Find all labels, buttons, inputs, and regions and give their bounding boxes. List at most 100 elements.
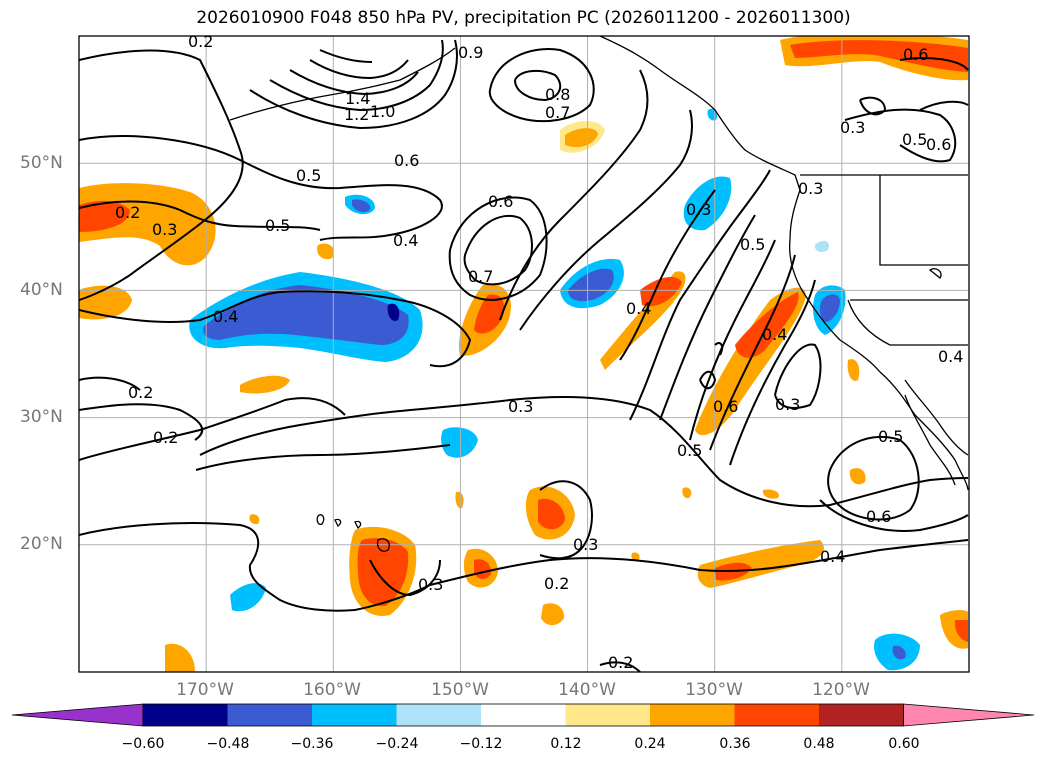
pos-anomaly-area [240, 375, 290, 394]
contour-label: 0.4 [820, 547, 845, 566]
neg-anomaly-area [814, 240, 829, 253]
contour-label: 1.4 [345, 89, 370, 108]
colorbar-segment [227, 704, 313, 726]
contour-label: 0.3 [798, 179, 823, 198]
pos-anomaly-area [565, 128, 598, 148]
contour-label: 0.3 [418, 575, 443, 594]
longitude-label: 170°W [176, 680, 234, 700]
contour-label: 0.4 [393, 231, 418, 250]
contour-label: 0.3 [686, 200, 711, 219]
colorbar-tick-label: −0.48 [206, 736, 250, 752]
colorbar-tick-label: 0.12 [550, 736, 582, 752]
contour-label: 0.6 [394, 151, 419, 170]
contour-label: 0.6 [713, 397, 738, 416]
pos-anomaly-area [940, 610, 968, 649]
colorbar-tick-label: −0.36 [290, 736, 334, 752]
contour-label: 0.5 [296, 166, 321, 185]
pos-anomaly-area [455, 491, 464, 509]
contour-label: 0.4 [626, 299, 651, 318]
neg-anomaly-area [387, 303, 400, 321]
pos-anomaly-area [847, 359, 860, 381]
contour-label: 0.5 [740, 235, 765, 254]
pv-contours [79, 39, 969, 672]
neg-anomaly-area [441, 427, 478, 458]
contour-label: 1.2 [344, 105, 369, 124]
pos-anomaly-area [541, 603, 565, 626]
colorbar-extend-min [11, 703, 144, 727]
contour-label: 0.3 [573, 535, 598, 554]
colorbar-outline [142, 703, 904, 727]
contour-label: 0.2 [608, 653, 633, 672]
contour-label: 0.2 [128, 383, 153, 402]
pos-anomaly-area [317, 243, 334, 260]
colorbar-segment [819, 704, 904, 726]
colorbar-segment [312, 704, 397, 726]
colorbar-extend-max [903, 703, 1035, 727]
latitude-label: 30°N [20, 407, 63, 427]
contour-label: 0.4 [938, 347, 963, 366]
contour-label: 0.2 [188, 32, 213, 51]
map-title: 2026010900 F048 850 hPa PV, precipitatio… [196, 8, 851, 28]
pos-anomaly-area [790, 40, 968, 72]
contour-label: 0.4 [762, 325, 787, 344]
longitude-label: 140°W [558, 680, 616, 700]
contour-label: 0.5 [677, 441, 702, 460]
contour-label: 0.6 [488, 192, 513, 211]
pos-anomaly-area [357, 538, 409, 607]
colorbar [11, 703, 1035, 727]
contour-label-group: 1.4 1.2 1.0 0.9 0.8 0.7 0.7 0.6 0.6 0.6 … [115, 32, 963, 672]
colorbar-segment [565, 704, 651, 726]
contour-label: 0.2 [153, 428, 178, 447]
neg-anomaly-area [819, 294, 840, 322]
pos-anomaly-area [954, 620, 968, 642]
contour-label: 0.2 [115, 203, 140, 222]
colorbar-tick-label: 0.60 [888, 736, 920, 752]
latitude-label: 50°N [20, 153, 63, 173]
pos-anomaly-area [79, 200, 130, 232]
contour-label: 0.3 [775, 395, 800, 414]
colorbar-segment [143, 704, 228, 726]
colorbar-tick-label: −0.12 [459, 736, 503, 752]
contour-label: 0.8 [545, 85, 570, 104]
longitude-label: 130°W [685, 680, 743, 700]
colorbar-tick-label: −0.60 [121, 736, 165, 752]
contour-label: 0.2 [544, 574, 569, 593]
neg-anomaly-area [352, 199, 371, 213]
colorbar-tick-label: 0.36 [719, 736, 751, 752]
colorbar-segment [481, 704, 566, 726]
pos-anomaly-area [849, 468, 866, 485]
contour-label: 0.6 [903, 45, 928, 64]
neg-anomaly-area [230, 583, 266, 612]
pos-anomaly-area [682, 487, 692, 499]
pos-anomaly-area [249, 514, 260, 525]
map-frame [78, 35, 970, 673]
colorbar-segment [734, 704, 820, 726]
colorbar-segment [650, 704, 735, 726]
contour-label: 1.0 [370, 102, 395, 121]
pos-anomaly-area [631, 552, 640, 562]
graticule [79, 36, 969, 672]
latitude-label: 20°N [20, 534, 63, 554]
contour-label: 0.5 [265, 216, 290, 235]
pos-anomaly-area [474, 294, 505, 334]
contour-label: 0.6 [866, 507, 891, 526]
map-background [79, 36, 969, 672]
colorbar-tick-label: 0.24 [634, 736, 666, 752]
contour-label: 0.7 [468, 267, 493, 286]
contour-label: 0.4 [213, 307, 238, 326]
colorbar-tick-label: 0.48 [803, 736, 835, 752]
contour-label: 0.3 [508, 397, 533, 416]
contour-label: 0.3 [840, 118, 865, 137]
contour-label: 0.7 [545, 103, 570, 122]
longitude-label: 120°W [812, 680, 870, 700]
latitude-label: 40°N [20, 280, 63, 300]
neg-anomaly-area [892, 645, 906, 660]
pos-anomaly-area [762, 489, 779, 499]
pos-anomaly-area [165, 643, 195, 672]
colorbar-segment [396, 704, 482, 726]
neg-anomaly-area [203, 285, 409, 345]
longitude-label: 150°W [431, 680, 489, 700]
pos-anomaly-area [538, 498, 565, 530]
coastlines [229, 36, 969, 552]
contour-label: 0.5 [902, 130, 927, 149]
